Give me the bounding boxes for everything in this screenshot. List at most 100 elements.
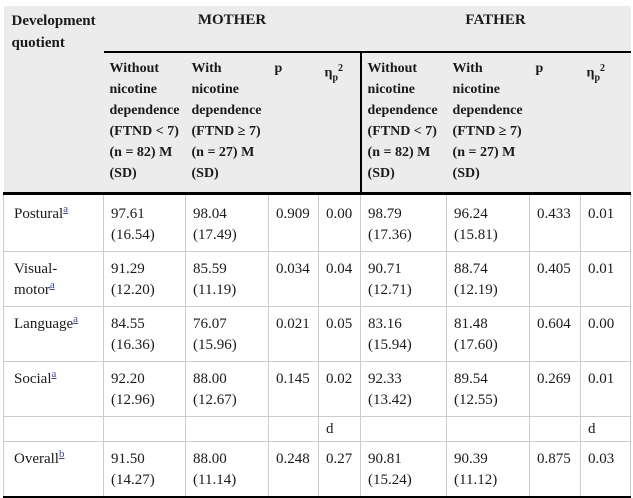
mean-value: 83.16 bbox=[368, 316, 402, 332]
row-label: Languagea bbox=[3, 306, 104, 362]
mother-with-mean-cell: 98.04 (17.49) bbox=[185, 193, 269, 252]
father-eta-cell: 0.01 bbox=[580, 251, 632, 307]
row-postural: Posturala 97.61 (16.54) 98.04 (17.49) 0.90… bbox=[3, 193, 632, 252]
sd-value: (16.54) bbox=[111, 227, 155, 243]
footnote-b-link[interactable]: b bbox=[58, 448, 65, 460]
father-without-mean-cell: 90.71 (12.71) bbox=[360, 251, 448, 307]
mother-p-cell: 0.034 bbox=[268, 251, 319, 307]
footnote-a-link[interactable]: a bbox=[73, 313, 79, 325]
father-without-nicotine-header: Without nicotine dependence (FTND < 7) (… bbox=[359, 52, 447, 195]
mean-value: 97.61 bbox=[111, 206, 145, 222]
row-label-text: Social bbox=[14, 371, 52, 387]
sd-value: (12.19) bbox=[454, 282, 498, 298]
mother-without-mean-cell: 91.50 (14.27) bbox=[103, 441, 186, 498]
mean-value: 89.54 bbox=[454, 371, 488, 387]
mother-without-mean-cell: 92.20 (12.96) bbox=[103, 361, 186, 417]
group-header-row: Development quotient MOTHER FATHER bbox=[3, 6, 631, 195]
father-d-label-cell: d bbox=[580, 416, 632, 442]
mother-with-mean-cell: 76.07 (15.96) bbox=[185, 306, 269, 362]
row-social: Sociala 92.20 (12.96) 88.00 (12.67) 0.145 … bbox=[3, 361, 632, 417]
mother-eta-cell: 0.04 bbox=[317, 251, 362, 307]
mother-eta-cell: 0.27 bbox=[317, 441, 362, 498]
row-label-text: Overall bbox=[14, 451, 59, 467]
eta-superscript: 2 bbox=[600, 63, 606, 74]
empty-cell bbox=[3, 416, 104, 442]
row-language: Languagea 84.55 (16.36) 76.07 (15.96) 0.02… bbox=[3, 306, 632, 362]
father-p-cell: 0.405 bbox=[529, 251, 582, 307]
mother-with-nicotine-header: With nicotine dependence (FTND ≥ 7) (n =… bbox=[185, 52, 269, 195]
sd-value: (15.96) bbox=[193, 337, 237, 353]
mother-eta-cell: 0.00 bbox=[317, 193, 362, 252]
father-eta-cell: 0.01 bbox=[580, 193, 632, 252]
empty-cell bbox=[268, 416, 319, 442]
mean-value: 84.55 bbox=[111, 316, 145, 332]
empty-cell bbox=[185, 416, 269, 442]
footnote-a-link[interactable]: a bbox=[51, 368, 57, 380]
sd-value: (15.81) bbox=[454, 227, 498, 243]
sd-value: (15.24) bbox=[368, 472, 412, 488]
row-label-text: Language bbox=[14, 316, 74, 332]
father-p-cell: 0.875 bbox=[529, 441, 582, 498]
empty-cell bbox=[103, 416, 186, 442]
mother-with-mean-cell: 88.00 (11.14) bbox=[185, 441, 269, 498]
mother-p-header: p bbox=[268, 52, 319, 195]
mean-value: 90.39 bbox=[454, 451, 488, 467]
row-visual-motor: Visual-motora 91.29 (12.20) 85.59 (11.19) … bbox=[3, 251, 632, 307]
father-p-cell: 0.604 bbox=[529, 306, 582, 362]
empty-cell bbox=[360, 416, 448, 442]
sd-value: (12.20) bbox=[111, 282, 155, 298]
mother-with-mean-cell: 85.59 (11.19) bbox=[185, 251, 269, 307]
sd-value: (12.96) bbox=[111, 392, 155, 408]
sd-value: (11.19) bbox=[193, 282, 237, 298]
sd-value: (14.27) bbox=[111, 472, 155, 488]
sd-value: (13.42) bbox=[368, 392, 412, 408]
mother-eta-cell: 0.02 bbox=[317, 361, 362, 417]
mean-value: 98.79 bbox=[368, 206, 402, 222]
row-label-text: Postural bbox=[14, 206, 64, 222]
sub-header-row: Without nicotine dependence (FTND < 7) (… bbox=[4, 52, 631, 195]
mother-without-mean-cell: 91.29 (12.20) bbox=[103, 251, 186, 307]
father-without-mean-cell: 83.16 (15.94) bbox=[360, 306, 448, 362]
mean-value: 98.04 bbox=[193, 206, 227, 222]
development-quotient-table: Development quotient MOTHER FATHER Witho… bbox=[3, 6, 632, 498]
eta-symbol: η bbox=[324, 65, 333, 81]
mean-value: 88.74 bbox=[454, 261, 488, 277]
mother-eta-cell: 0.05 bbox=[317, 306, 362, 362]
father-with-nicotine-header: With nicotine dependence (FTND ≥ 7) (n =… bbox=[446, 52, 530, 195]
mean-value: 96.24 bbox=[454, 206, 488, 222]
sd-value: (12.67) bbox=[193, 392, 237, 408]
mean-value: 90.71 bbox=[368, 261, 402, 277]
sd-value: (12.71) bbox=[368, 282, 412, 298]
father-with-mean-cell: 90.39 (11.12) bbox=[446, 441, 531, 498]
mother-group-header: MOTHER bbox=[103, 6, 361, 53]
father-eta-squared-header: ηp2 bbox=[580, 52, 631, 195]
eta-symbol: η bbox=[586, 65, 595, 81]
row-label: Visual-motora bbox=[3, 251, 104, 307]
father-eta-cell: 0.00 bbox=[580, 306, 632, 362]
father-eta-cell: 0.03 bbox=[580, 441, 632, 498]
sd-value: (11.12) bbox=[454, 472, 498, 488]
mean-value: 91.50 bbox=[111, 451, 145, 467]
father-with-mean-cell: 81.48 (17.60) bbox=[446, 306, 531, 362]
row-label: Sociala bbox=[3, 361, 104, 417]
sd-value: (17.60) bbox=[454, 337, 498, 353]
sd-value: (11.14) bbox=[193, 472, 237, 488]
eta-subscript: p bbox=[594, 72, 601, 84]
father-with-mean-cell: 89.54 (12.55) bbox=[446, 361, 531, 417]
empty-cell bbox=[446, 416, 531, 442]
sd-value: (16.36) bbox=[111, 337, 155, 353]
father-without-mean-cell: 98.79 (17.36) bbox=[360, 193, 448, 252]
mean-value: 88.00 bbox=[193, 371, 227, 387]
father-p-cell: 0.269 bbox=[529, 361, 582, 417]
father-group-header: FATHER bbox=[360, 6, 631, 53]
father-with-mean-cell: 88.74 (12.19) bbox=[446, 251, 531, 307]
footnote-a-link[interactable]: a bbox=[49, 279, 55, 291]
footnote-a-link[interactable]: a bbox=[63, 203, 69, 215]
mother-without-nicotine-header: Without nicotine dependence (FTND < 7) (… bbox=[103, 52, 186, 195]
mother-p-cell: 0.021 bbox=[268, 306, 319, 362]
mean-value: 91.29 bbox=[111, 261, 145, 277]
row-label: Posturala bbox=[3, 193, 104, 252]
row-overall: Overallb 91.50 (14.27) 88.00 (11.14) 0.248… bbox=[3, 441, 632, 498]
sd-value: (17.49) bbox=[193, 227, 237, 243]
mean-value: 88.00 bbox=[193, 451, 227, 467]
